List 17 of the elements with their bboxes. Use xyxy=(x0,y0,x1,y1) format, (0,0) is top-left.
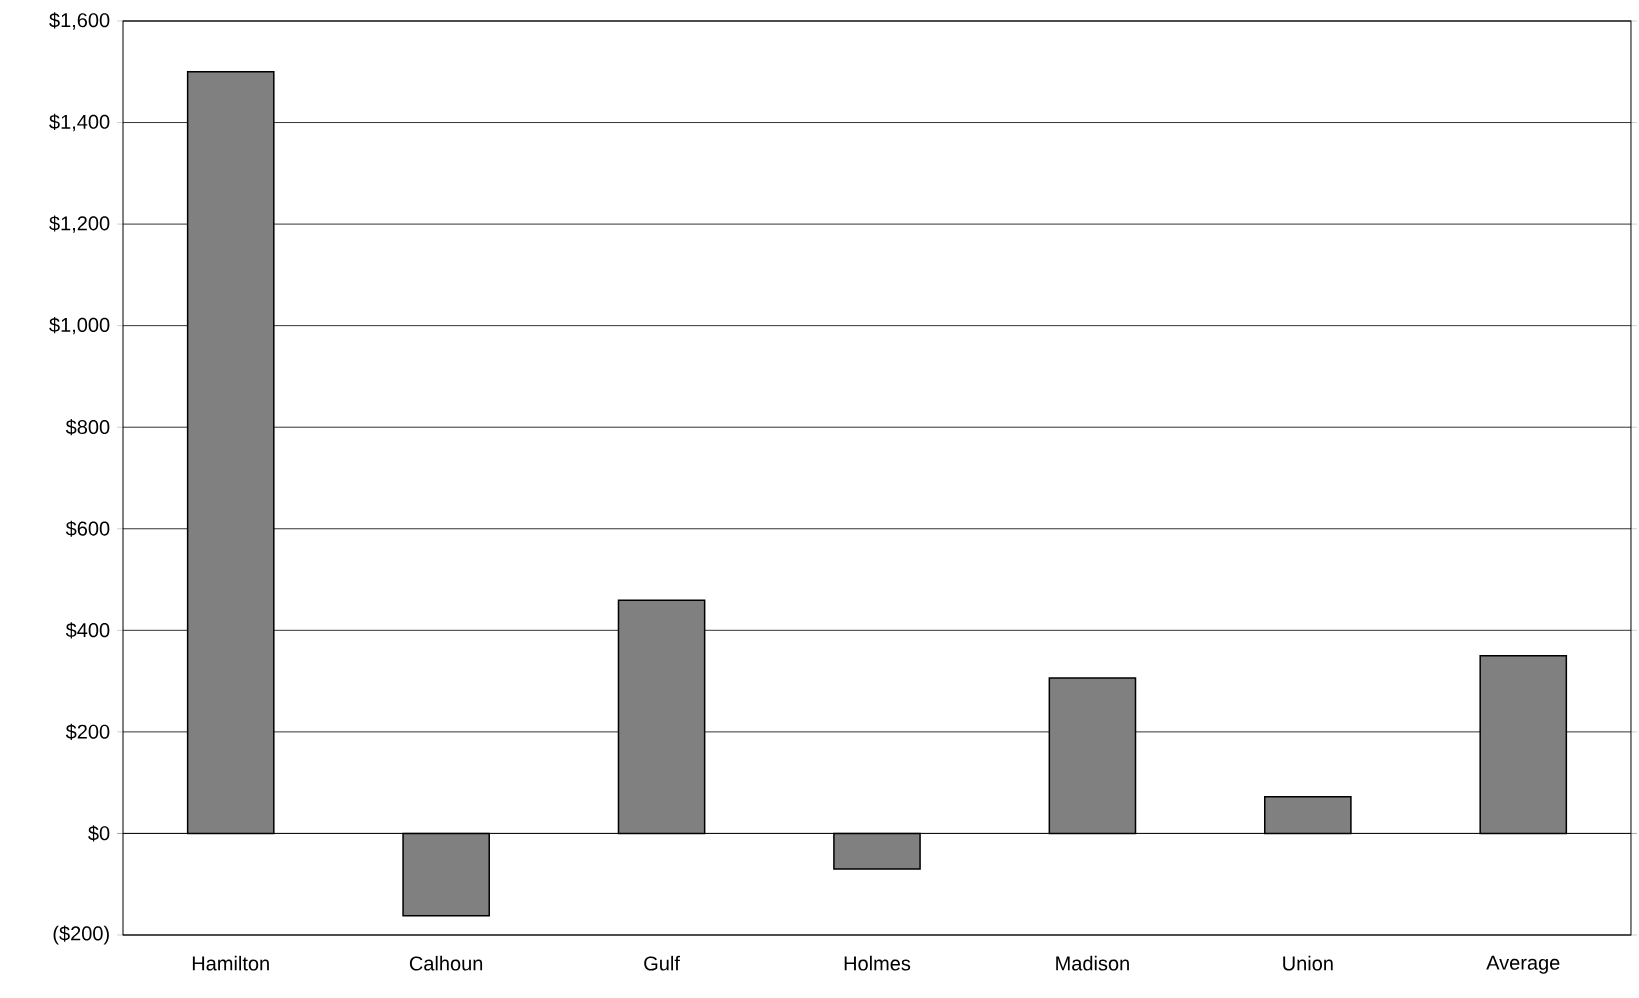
x-tick-label: Calhoun xyxy=(409,955,483,971)
x-tick-label: Union xyxy=(1283,955,1333,971)
y-tick-label: $400 xyxy=(65,622,110,639)
y-tick-label: $200 xyxy=(65,723,110,740)
y-tick-label: $0 xyxy=(88,825,110,842)
y-tick-label: $600 xyxy=(65,520,110,537)
x-tick-label: Gulf xyxy=(644,955,680,971)
y-tick-label: $800 xyxy=(65,419,110,436)
x-tick-label: Average xyxy=(1486,955,1560,974)
y-tick-label: $1,400 xyxy=(49,113,110,132)
x-tick-label: Hamilton xyxy=(192,955,269,971)
y-tick-label: $1,600 xyxy=(49,12,110,30)
x-tick-label: Madison xyxy=(1056,955,1129,971)
y-tick-label: ($200) xyxy=(53,925,109,945)
x-tick-label: Holmes xyxy=(844,955,911,971)
y-tick-label: $1,000 xyxy=(49,316,110,335)
y-tick-label: $1,200 xyxy=(49,215,110,233)
